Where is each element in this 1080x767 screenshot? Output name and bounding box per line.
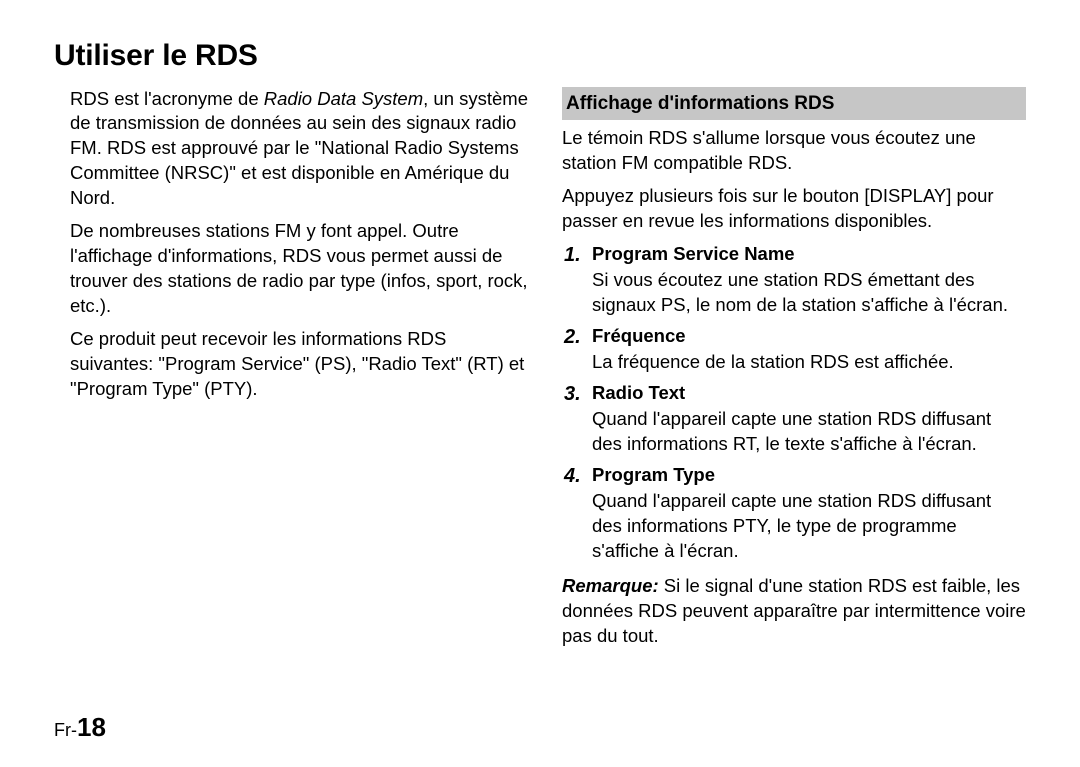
page-title: Utiliser le RDS: [54, 36, 1026, 77]
paragraph-1: RDS est l'acronyme de Radio Data System,…: [70, 87, 534, 212]
numbered-list: 1. Program Service Name Si vous écoutez …: [562, 242, 1026, 564]
list-number: 2.: [562, 324, 592, 375]
page-num: 18: [77, 712, 106, 742]
list-desc: La fréquence de la station RDS est affic…: [592, 350, 1026, 375]
list-title: Fréquence: [592, 324, 1026, 349]
list-item: 1. Program Service Name Si vous écoutez …: [562, 242, 1026, 318]
remark: Remarque: Si le signal d'une station RDS…: [562, 574, 1026, 649]
list-item: 2. Fréquence La fréquence de la station …: [562, 324, 1026, 375]
list-item: 3. Radio Text Quand l'appareil capte une…: [562, 381, 1026, 457]
intro-2: Appuyez plusieurs fois sur le bouton [DI…: [562, 184, 1026, 234]
list-item: 4. Program Type Quand l'appareil capte u…: [562, 463, 1026, 564]
two-column-layout: RDS est l'acronyme de Radio Data System,…: [54, 87, 1026, 649]
paragraph-2: De nombreuses stations FM y font appel. …: [70, 219, 534, 319]
left-column: RDS est l'acronyme de Radio Data System,…: [54, 87, 534, 649]
list-body: Program Type Quand l'appareil capte une …: [592, 463, 1026, 564]
list-number: 1.: [562, 242, 592, 318]
list-desc: Quand l'appareil capte une station RDS d…: [592, 489, 1026, 564]
list-title: Radio Text: [592, 381, 1026, 406]
list-body: Radio Text Quand l'appareil capte une st…: [592, 381, 1026, 457]
paragraph-3: Ce produit peut recevoir les information…: [70, 327, 534, 402]
list-body: Fréquence La fréquence de la station RDS…: [592, 324, 1026, 375]
list-number: 4.: [562, 463, 592, 564]
section-subhead: Affichage d'informations RDS: [562, 87, 1026, 121]
remark-label: Remarque:: [562, 575, 659, 596]
list-desc: Quand l'appareil capte une station RDS d…: [592, 407, 1026, 457]
list-desc: Si vous écoutez une station RDS émettant…: [592, 268, 1026, 318]
p1-part1: RDS est l'acronyme de: [70, 88, 264, 109]
list-body: Program Service Name Si vous écoutez une…: [592, 242, 1026, 318]
intro-1: Le témoin RDS s'allume lorsque vous écou…: [562, 126, 1026, 176]
list-number: 3.: [562, 381, 592, 457]
page-prefix: Fr-: [54, 720, 77, 740]
page-number: Fr-18: [54, 710, 106, 745]
list-title: Program Type: [592, 463, 1026, 488]
list-title: Program Service Name: [592, 242, 1026, 267]
p1-italic: Radio Data System: [264, 88, 423, 109]
right-column: Affichage d'informations RDS Le témoin R…: [562, 87, 1026, 649]
